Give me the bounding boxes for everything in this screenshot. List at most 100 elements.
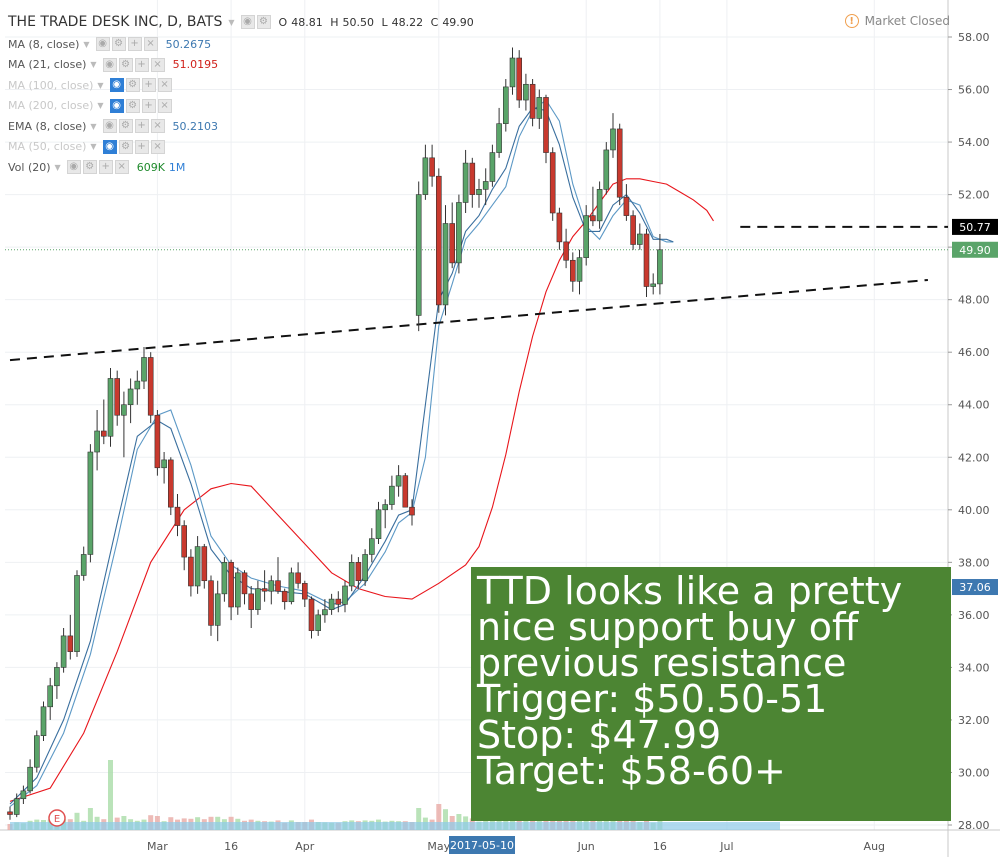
y-tick-label: 54.00	[958, 136, 990, 149]
earnings-marker[interactable]: E	[48, 809, 66, 827]
candle-body	[449, 223, 456, 264]
plus-icon[interactable]: +	[134, 139, 149, 154]
gear-icon[interactable]: ⚙	[125, 98, 140, 113]
gear-icon[interactable]: ⚙	[82, 160, 97, 175]
chevron-down-icon[interactable]: ▼	[90, 60, 97, 70]
volume-bar	[416, 808, 422, 830]
candle-body	[60, 635, 67, 668]
candle-body	[134, 380, 141, 390]
trade-note: TTD looks like a pretty nice support buy…	[471, 567, 951, 821]
indicator-value: 50.2675	[165, 37, 212, 51]
eye-icon[interactable]: ◉	[109, 78, 124, 93]
chevron-down-icon[interactable]: ▼	[97, 80, 104, 90]
eye-icon[interactable]: ◉	[102, 57, 117, 72]
close-icon[interactable]: ×	[150, 57, 165, 72]
price-axis: 28.00 30.00 32.00 34.00 36.00 38.00 40.00 42.00…	[948, 31, 990, 832]
candle-body	[509, 57, 516, 88]
candle-body	[201, 546, 208, 582]
x-crosshair-label: 2017-05-10	[450, 839, 514, 852]
candle-body	[502, 86, 509, 124]
plus-icon[interactable]: +	[141, 98, 156, 113]
gear-icon[interactable]: ⚙	[256, 15, 271, 29]
indicator-row: MA (100, close) ▼ ◉ ⚙ + ×	[8, 75, 478, 96]
indicator-list: MA (8, close) ▼ ◉ ⚙ + × 50.2675 MA (21, close) ▼…	[8, 34, 478, 178]
chevron-down-icon[interactable]: ▼	[90, 142, 97, 152]
candle-body	[569, 259, 576, 282]
price-badge-label: 37.06	[959, 581, 991, 594]
close-icon[interactable]: ×	[157, 98, 172, 113]
candle-body	[469, 162, 476, 195]
candle-body	[221, 562, 228, 595]
eye-icon[interactable]: ◉	[240, 15, 255, 29]
support-trendline	[9, 278, 928, 362]
candle-body	[114, 378, 120, 416]
indicator-label[interactable]: MA (8, close)	[8, 37, 80, 51]
y-tick-label: 30.00	[958, 766, 990, 779]
eye-icon[interactable]: ◉	[102, 119, 117, 134]
indicator-label[interactable]: MA (200, close)	[8, 99, 94, 113]
close-icon[interactable]: ×	[150, 119, 165, 134]
gear-icon[interactable]: ⚙	[125, 78, 140, 93]
gear-icon[interactable]: ⚙	[118, 57, 133, 72]
candle-body	[576, 257, 583, 282]
indicator-label[interactable]: MA (21, close)	[8, 58, 87, 72]
candle-body	[395, 475, 402, 487]
chevron-down-icon[interactable]: ▼	[97, 101, 104, 111]
candle-body	[301, 583, 308, 600]
indicator-label[interactable]: MA (50, close)	[8, 140, 87, 154]
x-tick-label: 16	[224, 840, 238, 853]
gear-icon[interactable]: ⚙	[118, 139, 133, 154]
candle-body	[235, 572, 241, 608]
candle-body	[161, 459, 167, 469]
candle-body	[107, 378, 114, 437]
candle-body	[429, 157, 435, 177]
eye-icon[interactable]: ◉	[66, 160, 81, 175]
price-badge	[952, 579, 998, 596]
candle-body	[308, 598, 315, 631]
eye-icon[interactable]: ◉	[95, 37, 110, 52]
plus-icon[interactable]: +	[134, 119, 149, 134]
support-resistance-lines	[5, 225, 948, 362]
gear-icon[interactable]: ⚙	[111, 37, 126, 52]
candle-body	[188, 556, 194, 587]
note-line: Target: $58-60+	[477, 749, 786, 793]
chevron-down-icon[interactable]: ▼	[90, 121, 97, 131]
candle-body	[33, 735, 40, 768]
close-icon[interactable]: ×	[150, 139, 165, 154]
close-value: 49.90	[442, 15, 474, 29]
close-icon[interactable]: ×	[143, 37, 158, 52]
candle-body	[596, 189, 603, 222]
chevron-down-icon[interactable]: ▼	[54, 162, 61, 172]
close-icon[interactable]: ×	[114, 160, 129, 175]
symbol-title[interactable]: THE TRADE DESK INC, D, BATS	[8, 14, 223, 30]
candle-body	[288, 572, 295, 603]
indicator-label[interactable]: EMA (8, close)	[8, 119, 87, 133]
chevron-down-icon[interactable]: ▼	[83, 39, 90, 49]
plus-icon[interactable]: +	[134, 57, 149, 72]
close-icon[interactable]: ×	[157, 78, 172, 93]
chevron-down-icon[interactable]: ▼	[228, 17, 235, 27]
plus-icon[interactable]: +	[141, 78, 156, 93]
candle-body	[650, 283, 657, 287]
volume-bar	[436, 804, 442, 830]
candle-body	[228, 562, 234, 608]
candle-body	[496, 123, 502, 153]
y-tick-label: 32.00	[958, 714, 990, 727]
ma21-path	[9, 178, 714, 802]
plus-icon[interactable]: +	[127, 37, 142, 52]
indicator-label[interactable]: Vol (20)	[8, 160, 51, 174]
eye-icon[interactable]: ◉	[109, 98, 124, 113]
gear-icon[interactable]: ⚙	[118, 119, 133, 134]
x-tick-label: Jul	[719, 840, 733, 853]
indicator-label[interactable]: MA (100, close)	[8, 78, 94, 92]
eye-icon[interactable]: ◉	[102, 139, 117, 154]
x-tick-label: Apr	[295, 840, 315, 853]
candle-body	[101, 430, 107, 437]
price-badge-label: 49.90	[959, 244, 991, 257]
candle-body	[630, 215, 636, 245]
candle-body	[20, 790, 27, 800]
x-tick-label: Jun	[577, 840, 595, 853]
y-tick-label: 52.00	[958, 189, 990, 202]
indicator-controls: ◉ ⚙ + ×	[109, 78, 172, 93]
plus-icon[interactable]: +	[98, 160, 113, 175]
